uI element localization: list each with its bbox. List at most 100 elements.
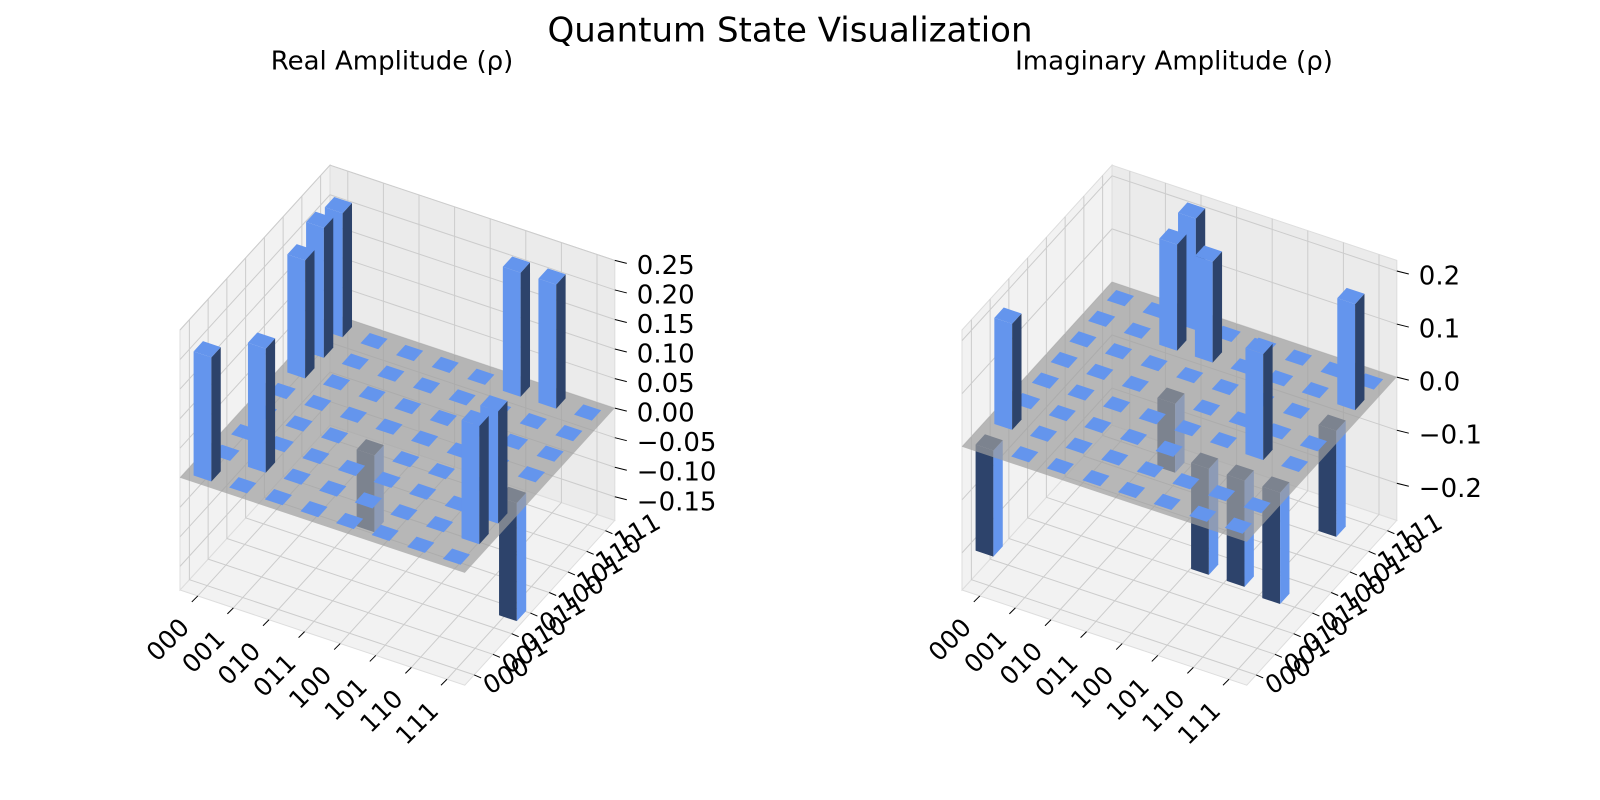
bar — [1121, 375, 1149, 392]
bar-top — [1101, 449, 1129, 466]
bar-top — [461, 409, 489, 427]
bar-face — [975, 444, 994, 557]
bar-top — [1209, 431, 1238, 449]
grid-line — [970, 319, 1257, 676]
bar — [1086, 363, 1114, 381]
bar-top — [1104, 343, 1133, 360]
figure-title: Quantum State Visualization — [547, 11, 1032, 51]
bar — [1174, 420, 1202, 437]
bar-top — [1140, 355, 1168, 372]
z-tick-label: 0.05 — [637, 369, 695, 399]
z-tick — [614, 466, 627, 471]
bar — [358, 386, 386, 403]
bar-top — [407, 536, 435, 553]
bar-top — [427, 462, 456, 480]
y-tick — [1293, 633, 1301, 638]
bar-top — [412, 377, 441, 394]
grid-line — [1157, 230, 1309, 656]
bar — [1103, 396, 1131, 413]
bar-top — [1119, 428, 1148, 446]
z-tick-label: 0.10 — [637, 340, 695, 370]
bar — [425, 516, 454, 533]
bar-face — [461, 420, 480, 545]
bar — [1123, 322, 1151, 339]
bar — [1011, 446, 1039, 463]
bar-top — [1029, 425, 1058, 442]
bar — [517, 466, 545, 483]
bar-top — [431, 356, 459, 374]
bar-top — [1281, 455, 1309, 473]
z-tick — [614, 259, 627, 264]
bar-top — [517, 466, 545, 483]
bar-top — [193, 341, 221, 358]
bar-top — [354, 492, 382, 509]
z-tick — [614, 348, 627, 353]
bar — [555, 424, 583, 442]
x-tick — [298, 631, 305, 639]
bar — [287, 244, 315, 379]
bar — [994, 307, 1022, 430]
bar-top — [1189, 505, 1217, 522]
bar — [1104, 343, 1133, 360]
bar — [1136, 461, 1164, 478]
bar-face — [1177, 234, 1187, 351]
grid-line — [989, 299, 1276, 655]
bar — [1209, 431, 1238, 449]
bar-top — [425, 516, 454, 533]
bar-top — [396, 344, 424, 362]
bar-face — [1245, 348, 1264, 461]
y-tick — [586, 550, 594, 555]
bar — [1207, 485, 1236, 502]
bar-top — [339, 406, 367, 423]
bar — [1337, 287, 1365, 411]
bar — [371, 524, 399, 542]
bar-top — [410, 430, 439, 447]
x-tick — [440, 678, 448, 686]
bar-top — [1337, 287, 1365, 305]
bar-top — [1138, 408, 1166, 425]
grid-line — [226, 278, 512, 635]
subplot-title: Real Amplitude (ρ) — [271, 47, 514, 77]
bar — [1029, 425, 1058, 442]
bar — [538, 268, 566, 409]
bar — [354, 492, 382, 509]
bar-top — [1106, 290, 1135, 307]
z-tick — [1396, 482, 1409, 487]
bar — [1140, 355, 1168, 372]
bar — [500, 433, 529, 450]
bar-top — [1031, 372, 1060, 389]
bar-top — [1192, 399, 1221, 416]
bar-face — [993, 440, 1003, 557]
bar — [1117, 481, 1146, 499]
bar-face — [1212, 251, 1223, 363]
bar-top — [1282, 402, 1311, 419]
bar-top — [247, 332, 276, 349]
bar — [1281, 455, 1309, 473]
bar-top — [300, 500, 328, 518]
grid-line — [179, 194, 615, 360]
bar — [335, 512, 364, 530]
bar — [1065, 437, 1093, 454]
bar-top — [377, 365, 405, 382]
z-tick-label: 0.00 — [637, 399, 695, 429]
x-tick — [405, 666, 412, 674]
bar — [1266, 370, 1294, 387]
bar-top — [1103, 396, 1131, 413]
z-tick-label: −0.1 — [1419, 421, 1482, 451]
z-tick — [614, 407, 627, 412]
y-tick — [1255, 674, 1264, 679]
bar — [1301, 382, 1329, 399]
bar-top — [555, 424, 583, 442]
bar-top — [1086, 363, 1114, 381]
y-tick — [548, 592, 557, 596]
bar-face — [1194, 255, 1213, 363]
bar-top — [574, 404, 602, 421]
bar-face — [1355, 293, 1365, 411]
bar-top — [1136, 461, 1164, 478]
z-tick — [1396, 376, 1409, 381]
bar — [360, 332, 388, 350]
bar — [502, 256, 531, 397]
bar-top — [500, 433, 529, 450]
bar-face — [305, 250, 315, 379]
bar-top — [1048, 404, 1076, 422]
